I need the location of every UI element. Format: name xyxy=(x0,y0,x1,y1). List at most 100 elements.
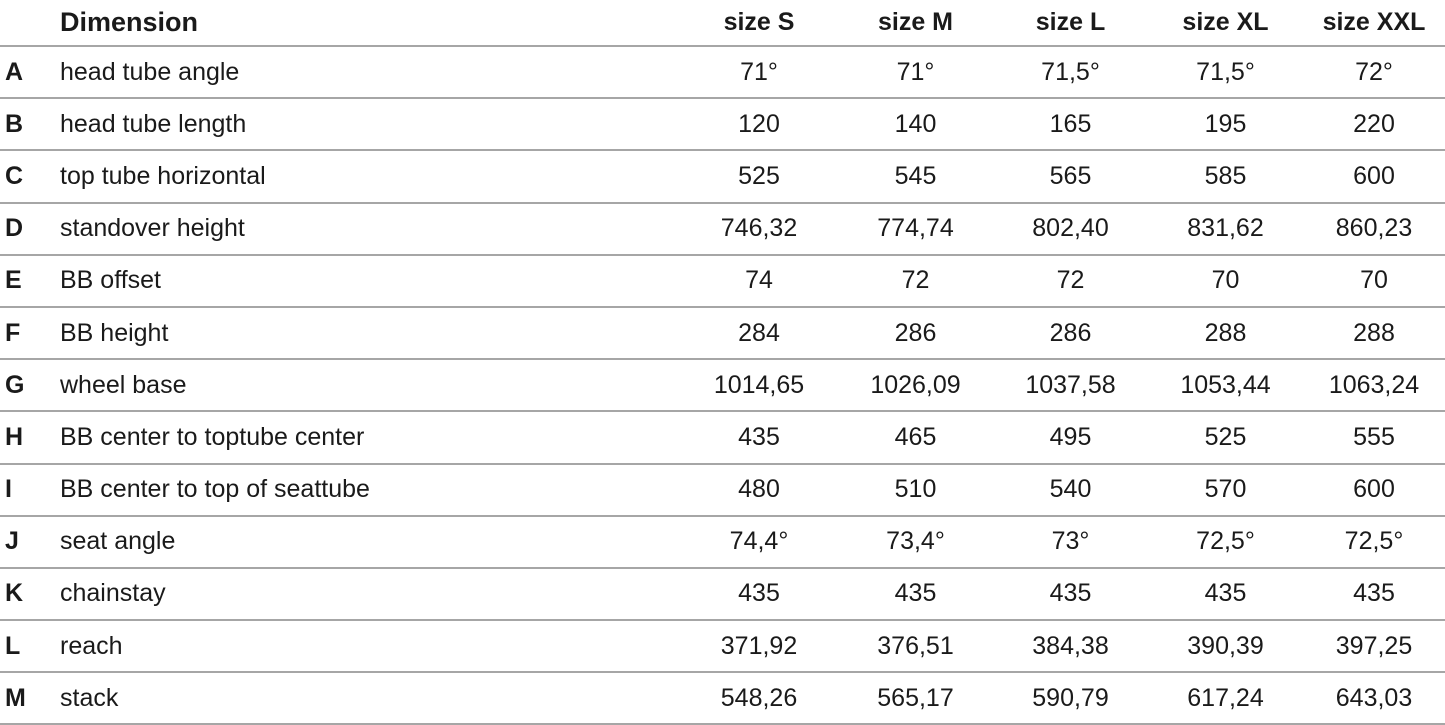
row-letter-label: D xyxy=(0,202,56,256)
cell-size-s: 371,92 xyxy=(680,620,838,674)
header-row: Dimension size S size M size L size XL s… xyxy=(0,0,1445,47)
cell-size-xxl: 600 xyxy=(1303,463,1445,517)
row-dimension-name: head tube angle xyxy=(56,46,680,100)
cell-size-xl: 585 xyxy=(1148,150,1303,204)
cell-size-l: 540 xyxy=(993,463,1148,517)
cell-size-s: 120 xyxy=(680,98,838,152)
cell-size-s: 74,4° xyxy=(680,515,838,569)
cell-size-xl: 617,24 xyxy=(1148,672,1303,725)
cell-size-xxl: 70 xyxy=(1303,254,1445,308)
cell-size-l: 495 xyxy=(993,411,1148,465)
cell-size-m: 774,74 xyxy=(838,202,993,256)
cell-size-xxl: 860,23 xyxy=(1303,202,1445,256)
cell-size-xl: 72,5° xyxy=(1148,515,1303,569)
cell-size-s: 746,32 xyxy=(680,202,838,256)
cell-size-xl: 390,39 xyxy=(1148,620,1303,674)
cell-size-xxl: 600 xyxy=(1303,150,1445,204)
cell-size-xl: 71,5° xyxy=(1148,46,1303,100)
table-row: H BB center to toptube center 435 465 49… xyxy=(0,411,1445,465)
cell-size-m: 376,51 xyxy=(838,620,993,674)
cell-size-xxl: 1063,24 xyxy=(1303,359,1445,413)
row-letter-label: K xyxy=(0,567,56,622)
row-letter-label: B xyxy=(0,98,56,152)
cell-size-s: 1014,65 xyxy=(680,359,838,413)
cell-size-m: 73,4° xyxy=(838,515,993,569)
cell-size-m: 71° xyxy=(838,46,993,100)
cell-size-l: 565 xyxy=(993,150,1148,204)
table-row: G wheel base 1014,65 1026,09 1037,58 105… xyxy=(0,359,1445,413)
cell-size-s: 525 xyxy=(680,150,838,204)
cell-size-m: 565,17 xyxy=(838,672,993,725)
column-header-size-l: size L xyxy=(993,0,1148,47)
cell-size-l: 71,5° xyxy=(993,46,1148,100)
cell-size-m: 140 xyxy=(838,98,993,152)
row-dimension-name: reach xyxy=(56,620,680,674)
table-row: B head tube length 120 140 165 195 220 xyxy=(0,98,1445,152)
cell-size-l: 72 xyxy=(993,254,1148,308)
table-row: C top tube horizontal 525 545 565 585 60… xyxy=(0,150,1445,204)
row-dimension-name: stack xyxy=(56,672,680,725)
cell-size-xxl: 220 xyxy=(1303,98,1445,152)
row-letter-label: I xyxy=(0,463,56,517)
row-letter-label: M xyxy=(0,672,56,725)
row-dimension-name: BB height xyxy=(56,306,680,361)
row-dimension-name: standover height xyxy=(56,202,680,256)
cell-size-xxl: 555 xyxy=(1303,411,1445,465)
table-row: F BB height 284 286 286 288 288 xyxy=(0,306,1445,361)
row-letter-label: L xyxy=(0,620,56,674)
cell-size-s: 480 xyxy=(680,463,838,517)
cell-size-m: 1026,09 xyxy=(838,359,993,413)
row-dimension-name: wheel base xyxy=(56,359,680,413)
cell-size-xl: 70 xyxy=(1148,254,1303,308)
row-dimension-name: seat angle xyxy=(56,515,680,569)
column-header-size-xxl: size XXL xyxy=(1303,0,1445,47)
row-letter-label: F xyxy=(0,306,56,361)
table-row: J seat angle 74,4° 73,4° 73° 72,5° 72,5° xyxy=(0,515,1445,569)
column-header-size-m: size M xyxy=(838,0,993,47)
column-header-size-xl: size XL xyxy=(1148,0,1303,47)
row-dimension-name: BB center to toptube center xyxy=(56,411,680,465)
table-row: L reach 371,92 376,51 384,38 390,39 397,… xyxy=(0,620,1445,674)
cell-size-l: 286 xyxy=(993,306,1148,361)
row-letter-label: A xyxy=(0,46,56,100)
cell-size-xxl: 72,5° xyxy=(1303,515,1445,569)
column-header-dimension: Dimension xyxy=(56,0,680,47)
table-body: A head tube angle 71° 71° 71,5° 71,5° 72… xyxy=(0,46,1445,725)
cell-size-l: 590,79 xyxy=(993,672,1148,725)
header-letter-spacer xyxy=(0,0,56,47)
cell-size-xxl: 435 xyxy=(1303,567,1445,622)
table-row: A head tube angle 71° 71° 71,5° 71,5° 72… xyxy=(0,46,1445,100)
cell-size-m: 465 xyxy=(838,411,993,465)
table-row: M stack 548,26 565,17 590,79 617,24 643,… xyxy=(0,672,1445,725)
cell-size-m: 510 xyxy=(838,463,993,517)
cell-size-xl: 525 xyxy=(1148,411,1303,465)
cell-size-s: 71° xyxy=(680,46,838,100)
cell-size-s: 435 xyxy=(680,567,838,622)
cell-size-s: 435 xyxy=(680,411,838,465)
cell-size-xl: 195 xyxy=(1148,98,1303,152)
cell-size-xxl: 643,03 xyxy=(1303,672,1445,725)
row-letter-label: J xyxy=(0,515,56,569)
cell-size-l: 73° xyxy=(993,515,1148,569)
cell-size-l: 1037,58 xyxy=(993,359,1148,413)
cell-size-xl: 570 xyxy=(1148,463,1303,517)
cell-size-l: 165 xyxy=(993,98,1148,152)
cell-size-xl: 1053,44 xyxy=(1148,359,1303,413)
cell-size-m: 286 xyxy=(838,306,993,361)
cell-size-m: 435 xyxy=(838,567,993,622)
cell-size-s: 548,26 xyxy=(680,672,838,725)
cell-size-l: 435 xyxy=(993,567,1148,622)
row-dimension-name: top tube horizontal xyxy=(56,150,680,204)
cell-size-s: 74 xyxy=(680,254,838,308)
cell-size-m: 545 xyxy=(838,150,993,204)
table-row: I BB center to top of seattube 480 510 5… xyxy=(0,463,1445,517)
row-dimension-name: BB center to top of seattube xyxy=(56,463,680,517)
table-row: E BB offset 74 72 72 70 70 xyxy=(0,254,1445,308)
row-dimension-name: chainstay xyxy=(56,567,680,622)
table-row: K chainstay 435 435 435 435 435 xyxy=(0,567,1445,622)
row-letter-label: E xyxy=(0,254,56,308)
cell-size-m: 72 xyxy=(838,254,993,308)
cell-size-xl: 435 xyxy=(1148,567,1303,622)
cell-size-s: 284 xyxy=(680,306,838,361)
row-letter-label: G xyxy=(0,359,56,413)
